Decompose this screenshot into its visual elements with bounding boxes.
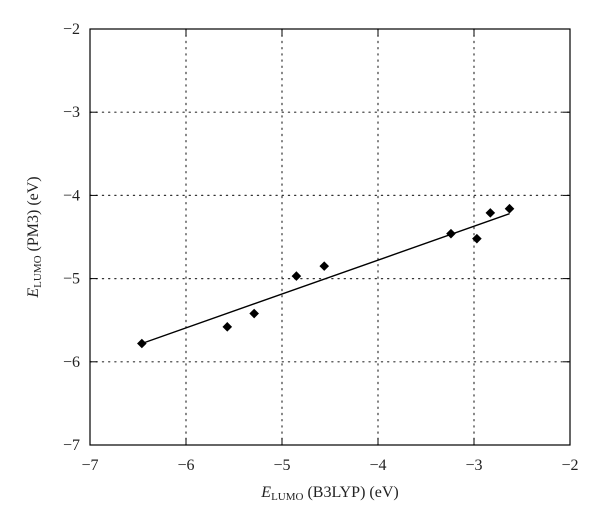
y-tick-labels: −7 −6 −5 −4 −3 −2 (63, 21, 80, 454)
data-point (249, 308, 259, 319)
data-point (504, 203, 515, 214)
x-tick-labels: −7 −6 −5 −4 −3 −2 (81, 457, 578, 474)
data-point (137, 338, 147, 349)
data-point (485, 208, 496, 218)
y-tick-label: −4 (63, 187, 80, 204)
y-tick-label: −6 (63, 354, 80, 371)
x-axis-label-subscript: LUMO (271, 491, 303, 503)
y-tick-label: −7 (63, 437, 80, 454)
x-tick-label: −6 (177, 457, 194, 474)
data-point (446, 228, 456, 239)
data-point (222, 322, 233, 332)
y-axis-label-rest: (PM3) (eV) (25, 176, 42, 255)
y-axis-label-subscript: LUMO (32, 255, 44, 287)
y-tick-label: −3 (63, 104, 80, 121)
plot-frame (89, 28, 571, 446)
y-tick-label: −2 (63, 21, 80, 38)
x-tick-label: −3 (465, 457, 482, 474)
data-point (319, 261, 330, 271)
x-tick-label: −4 (369, 457, 386, 474)
x-tick-label: −2 (561, 457, 578, 474)
grid-lines (89, 28, 571, 446)
x-tick-label: −7 (81, 457, 98, 474)
x-axis-label-rest: (B3LYP) (eV) (303, 484, 398, 501)
x-axis-label: ELUMO (B3LYP) (eV) (260, 484, 398, 503)
y-axis-label-symbol: E (25, 288, 42, 299)
x-tick-label: −5 (273, 457, 290, 474)
data-point (291, 271, 302, 281)
axis-ticks (89, 28, 571, 446)
data-points (137, 203, 515, 349)
y-axis-label: ELUMO (PM3) (eV) (25, 176, 44, 298)
data-point (472, 233, 482, 244)
x-axis-label-symbol: E (260, 484, 271, 501)
y-tick-label: −5 (63, 271, 80, 288)
